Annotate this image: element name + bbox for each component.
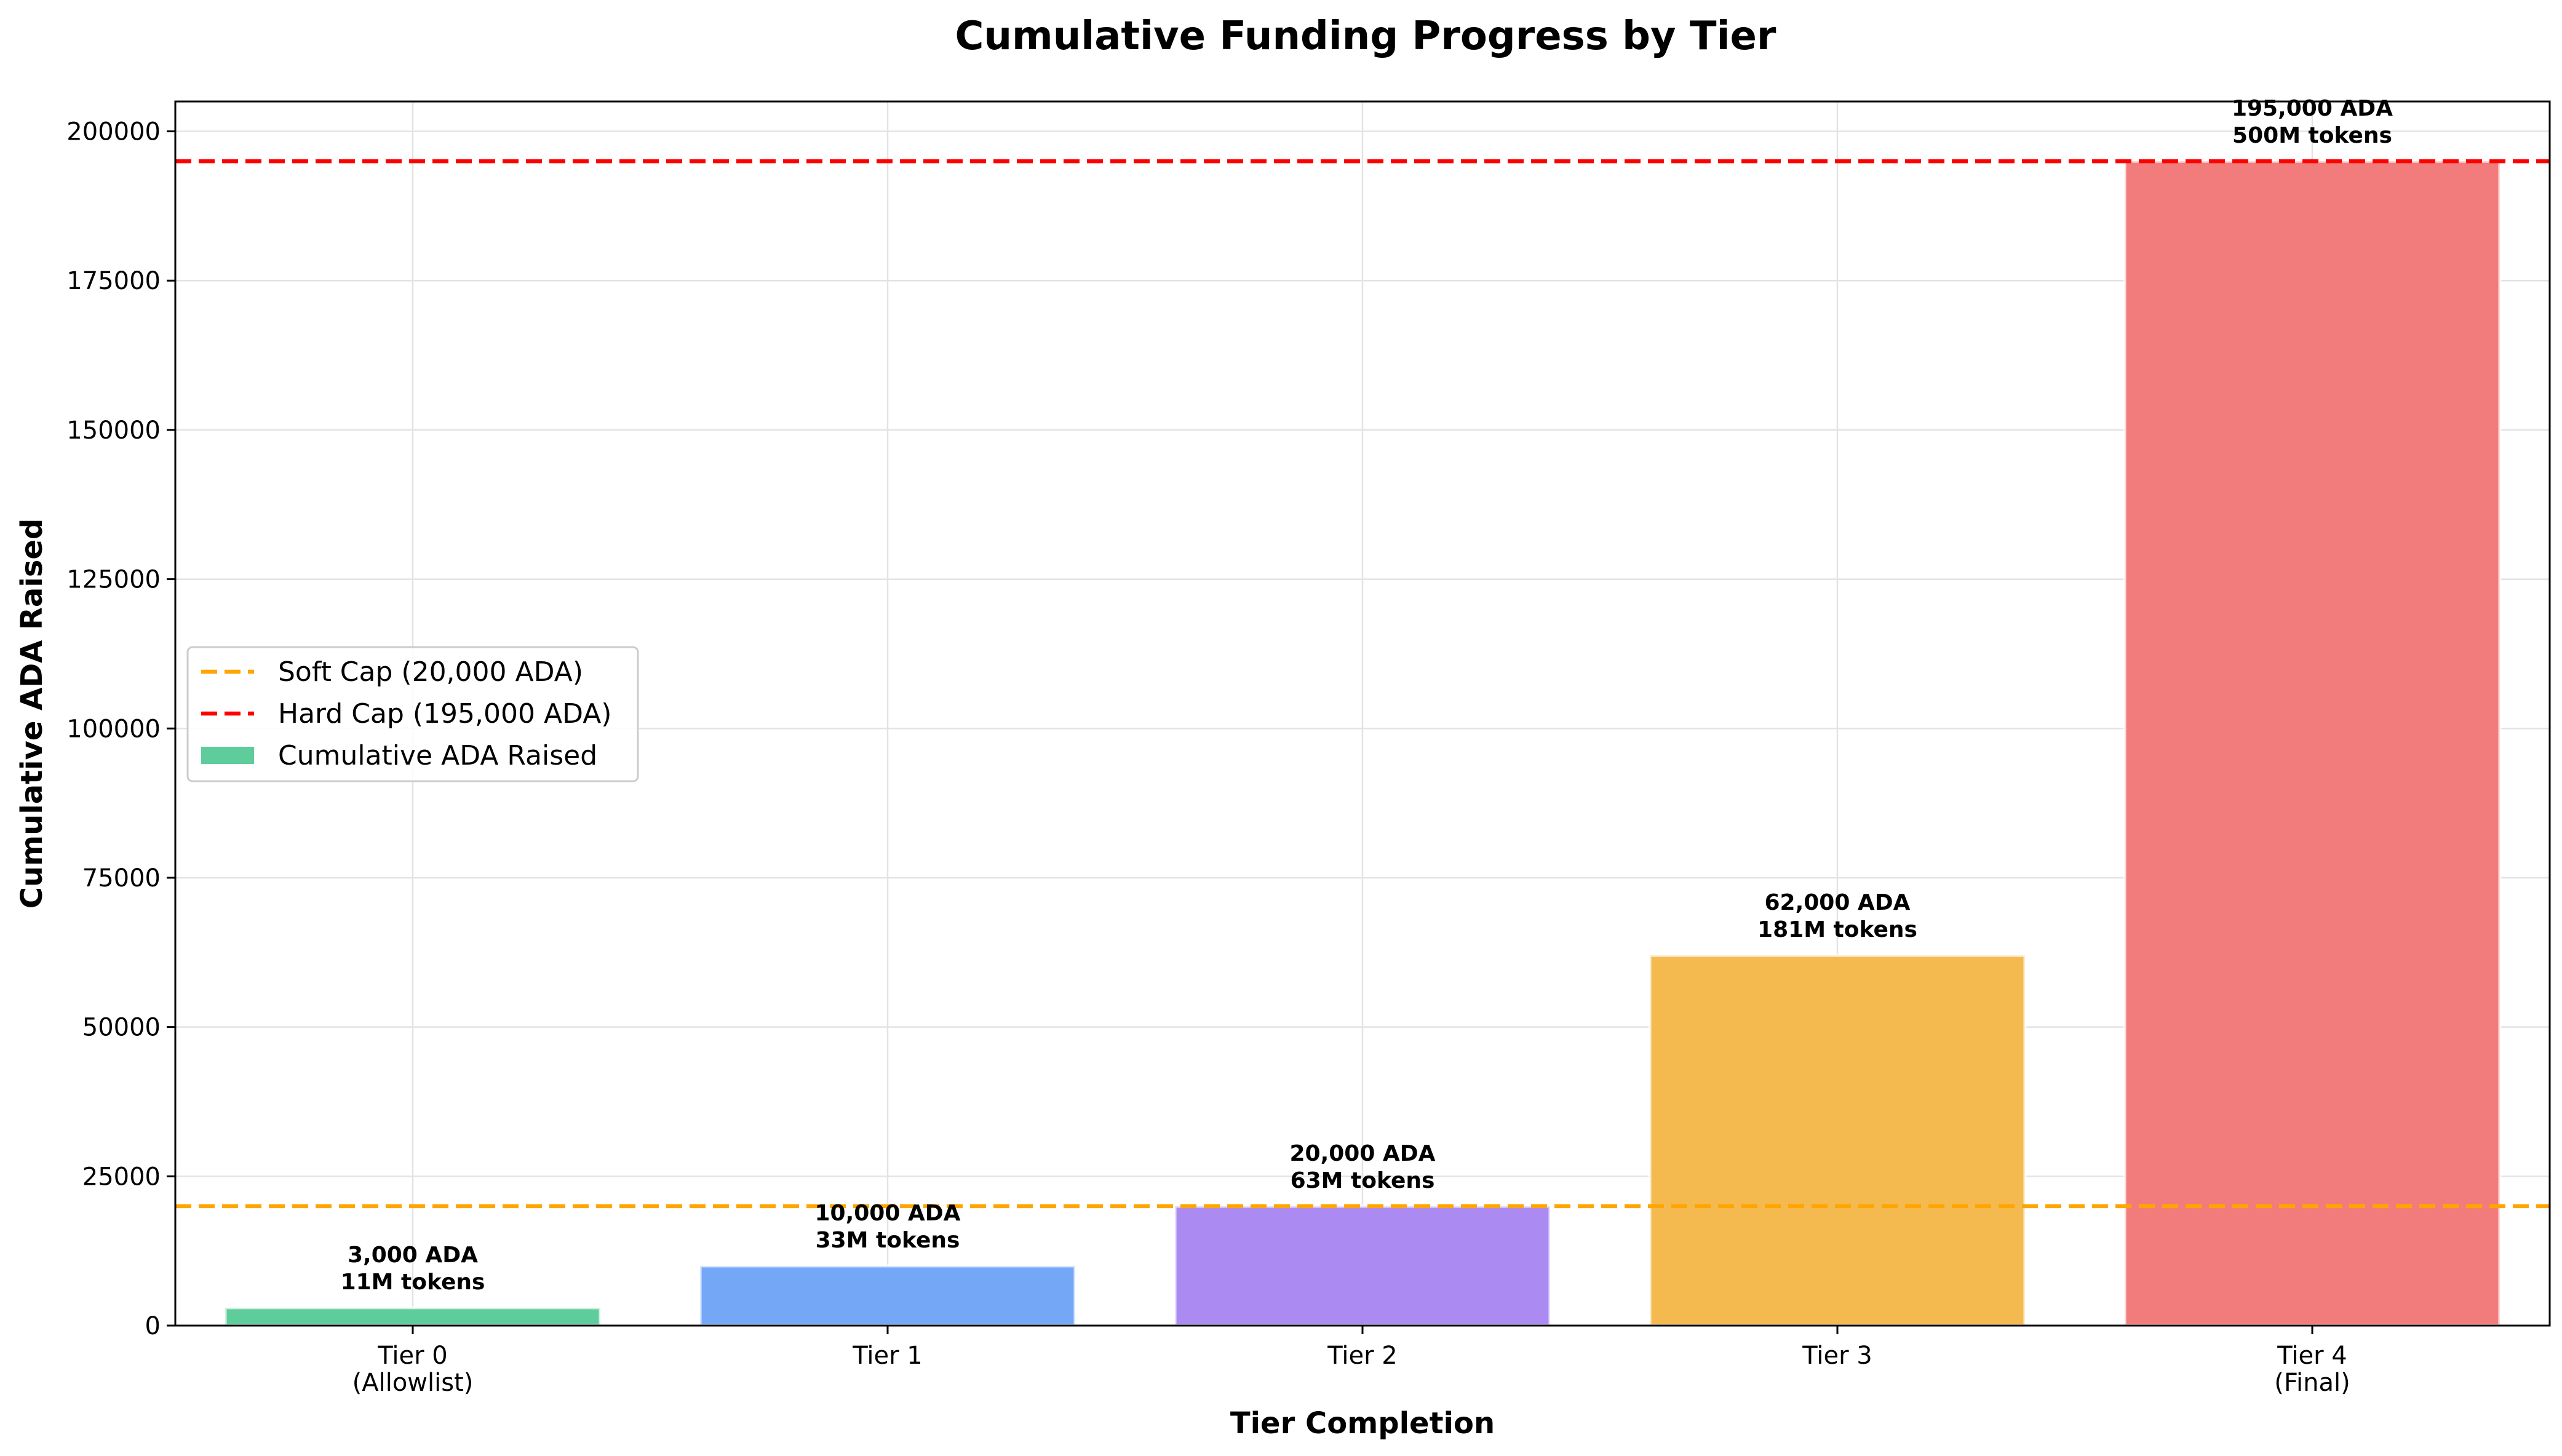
x-axis-label: Tier Completion: [1230, 1406, 1495, 1441]
x-tick-label: Tier 2: [1327, 1342, 1398, 1370]
y-tick-label: 75000: [82, 864, 161, 893]
x-tick-label: Tier 0: [377, 1342, 448, 1370]
legend-label: Hard Cap (195,000 ADA): [278, 698, 611, 730]
x-tick-label: Tier 4: [2277, 1342, 2347, 1370]
y-tick-label: 150000: [66, 416, 161, 445]
y-tick-label: 0: [145, 1312, 161, 1340]
y-axis-label: Cumulative ADA Raised: [15, 519, 49, 909]
legend-swatch: [201, 747, 254, 764]
data-label: 500M tokens: [2232, 123, 2392, 148]
legend: Soft Cap (20,000 ADA) Hard Cap (195,000 A…: [186, 646, 639, 782]
x-tick-label: Tier 3: [1802, 1342, 1872, 1370]
x-tick-label: Tier 1: [852, 1342, 923, 1370]
y-tick-label: 125000: [66, 566, 161, 594]
y-tick-label: 50000: [82, 1014, 161, 1042]
data-label: 3,000 ADA: [348, 1243, 478, 1268]
y-axis-ticks: 0 25000 50000 75000 100000 125000 150000 175000…: [66, 118, 175, 1340]
bar: [1648, 953, 2027, 1327]
data-label: 20,000 ADA: [1289, 1141, 1435, 1166]
bar: [223, 1306, 602, 1327]
legend-label: Soft Cap (20,000 ADA): [278, 656, 583, 688]
bars: [223, 159, 2502, 1327]
bar: [698, 1264, 1077, 1327]
legend-label: Cumulative ADA Raised: [278, 740, 597, 771]
bar: [2123, 159, 2502, 1327]
data-label: 63M tokens: [1291, 1168, 1435, 1193]
y-tick-label: 100000: [66, 715, 161, 743]
chart-title: Cumulative Funding Progress by Tier: [955, 14, 1776, 59]
data-label: 62,000 ADA: [1764, 890, 1910, 915]
data-label: 10,000 ADA: [814, 1201, 960, 1226]
legend-box: [186, 646, 639, 782]
bar: [1173, 1204, 1552, 1327]
y-tick-label: 200000: [66, 118, 161, 146]
y-tick-label: 25000: [82, 1163, 161, 1191]
x-tick-sublabel: (Final): [2274, 1369, 2350, 1397]
x-tick-sublabel: (Allowlist): [352, 1369, 474, 1397]
x-axis-ticks: Tier 0(Allowlist) Tier 1 Tier 2 Tier 3 Tier …: [352, 1326, 2350, 1397]
data-label: 33M tokens: [816, 1228, 960, 1253]
data-label: 181M tokens: [1757, 917, 1917, 942]
y-tick-label: 175000: [66, 267, 161, 295]
data-label: 11M tokens: [341, 1270, 485, 1295]
data-label: 195,000 ADA: [2232, 96, 2393, 121]
reference-lines: [175, 159, 2550, 1209]
